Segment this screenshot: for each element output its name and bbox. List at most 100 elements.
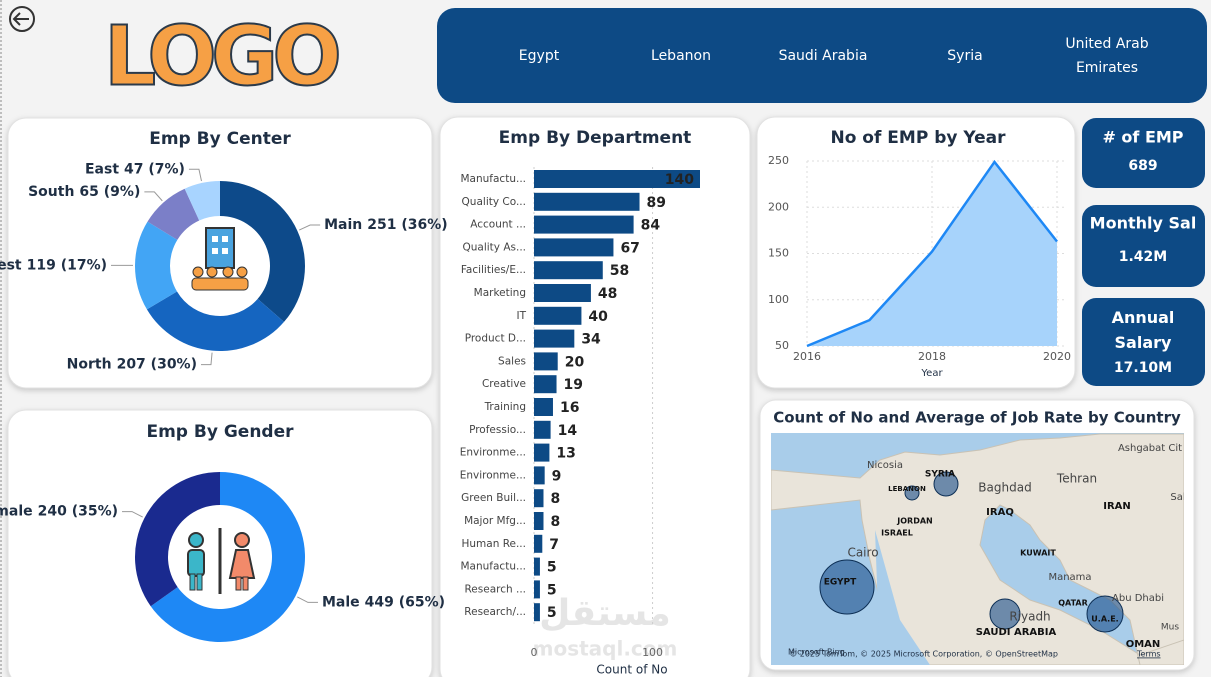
gender-icon <box>187 528 256 594</box>
y-tick-label: Quality Co... <box>462 196 526 208</box>
y-tick-label: Facilities/E... <box>461 264 526 276</box>
slicer-item[interactable]: Lebanon <box>651 48 711 64</box>
slice-value: 449 (65%) <box>365 594 445 610</box>
y-tick-label: IT <box>516 310 526 322</box>
x-axis-label: Count of No <box>596 663 667 677</box>
donut-slice <box>184 181 220 221</box>
kpi-card <box>1082 118 1205 188</box>
leader-line <box>200 352 213 366</box>
kpi-card <box>1082 205 1205 287</box>
kpi-value: 1.42M <box>1119 249 1167 265</box>
kpi-label-line: Salary <box>1115 333 1172 352</box>
bar-value: 84 <box>641 218 661 234</box>
map-attribution: © 2025 TomTom, © 2025 Microsoft Corporat… <box>789 650 1058 659</box>
slice-label: Main 251 (36%) <box>324 217 448 233</box>
y-tick-label: 200 <box>768 200 789 213</box>
donut-slice <box>150 472 305 643</box>
map-bubble <box>933 471 959 497</box>
back-button[interactable] <box>9 6 35 32</box>
slice-label: South 65 (9%) <box>28 184 140 200</box>
bar <box>534 443 550 462</box>
map-label: Mus <box>1161 623 1179 633</box>
bar-value: 9 <box>552 468 562 484</box>
map: AthensNicosiaSYRIALEBANONBaghdadIRAQJORD… <box>771 433 1185 665</box>
map-label: Riyadh <box>1009 610 1050 624</box>
slice-label: Female 240 (35%) <box>0 504 118 520</box>
map-red-sea <box>875 530 930 665</box>
bar-value: 67 <box>620 240 639 256</box>
kpi-card <box>1082 298 1205 386</box>
leader-line <box>297 596 318 603</box>
y-tick-label: Major Mfg... <box>464 515 526 527</box>
line <box>806 159 1058 348</box>
y-tick-label: Product D... <box>465 333 526 345</box>
map-label: EGYPT <box>824 578 857 588</box>
slice-category: Male <box>322 594 360 610</box>
map-label: Sal <box>1170 492 1185 503</box>
slicer-panel <box>437 8 1207 103</box>
donut-slice <box>135 472 220 607</box>
slice-category: Main <box>324 217 362 233</box>
y-tick-label: Training <box>484 401 526 413</box>
y-tick-label: Research/... <box>464 606 526 618</box>
slicer-item[interactable]: Saudi Arabia <box>779 48 868 64</box>
slice-category: East <box>85 161 119 177</box>
bar <box>534 261 603 280</box>
map-label: SAUDI ARABIA <box>976 627 1057 638</box>
leader-line <box>188 168 202 182</box>
x-tick-label: 2018 <box>918 350 946 363</box>
map-brand: Microsoft Bing <box>788 648 845 657</box>
bar <box>534 603 540 622</box>
y-tick-label: Manufactu... <box>461 561 527 573</box>
map-bubble <box>1086 595 1124 633</box>
slice-label: West 119 (17%) <box>0 257 107 273</box>
x-tick-label: 2016 <box>793 350 821 363</box>
x-tick-label: 2020 <box>1043 350 1071 363</box>
bar-value: 7 <box>549 537 559 553</box>
map-label: U.A.E. <box>1091 615 1118 624</box>
slicer-item[interactable]: United Arab Emirates <box>1065 36 1148 76</box>
slice-value: 251 (36%) <box>367 217 447 233</box>
panel <box>439 116 751 677</box>
watermark: mostaql.com <box>533 637 678 661</box>
bar-value: 48 <box>598 286 617 302</box>
area <box>807 161 1057 346</box>
kpi-value: 17.10M <box>1114 360 1172 376</box>
slice-label: East 47 (7%) <box>85 161 185 177</box>
bar-value: 8 <box>550 491 560 507</box>
chart-title: Emp By Department <box>499 128 692 148</box>
y-tick-label: Professio... <box>469 424 526 436</box>
y-tick-label: Human Re... <box>461 538 526 550</box>
map-label: SYRIA <box>925 470 955 480</box>
bar-value: 58 <box>610 263 629 279</box>
map-label: OMAN <box>1126 639 1161 650</box>
bar <box>534 489 544 508</box>
bar-value: 20 <box>565 354 585 370</box>
kpi-label: Monthly Sal <box>1090 214 1197 233</box>
slicer-item[interactable]: Egypt <box>519 48 560 64</box>
slice-value: 65 (9%) <box>79 184 140 200</box>
slice-value: 47 (7%) <box>124 161 185 177</box>
slice-category: South <box>28 184 74 200</box>
leader-line <box>122 511 143 518</box>
y-tick-label: 150 <box>768 247 789 260</box>
y-tick-label: 100 <box>768 293 789 306</box>
logo: LOGO <box>103 8 345 105</box>
y-tick-label: Green Buil... <box>461 492 526 504</box>
map-label: Baghdad <box>978 481 1031 495</box>
y-tick-label: 50 <box>775 339 789 352</box>
bar-value: 5 <box>547 582 557 598</box>
donut-slice <box>146 291 285 352</box>
bar <box>534 329 575 348</box>
slice-category: West <box>0 257 22 273</box>
y-tick-label: Environme... <box>460 447 526 459</box>
map-label: IRAQ <box>986 507 1014 518</box>
map-terms[interactable]: Terms <box>1136 650 1161 659</box>
y-tick-label: Creative <box>482 378 526 390</box>
y-tick-label: 250 <box>768 154 789 167</box>
slicer-item[interactable]: Syria <box>947 48 982 64</box>
bar <box>534 352 558 371</box>
chart-title: No of EMP by Year <box>830 128 1006 148</box>
bar <box>534 170 700 188</box>
